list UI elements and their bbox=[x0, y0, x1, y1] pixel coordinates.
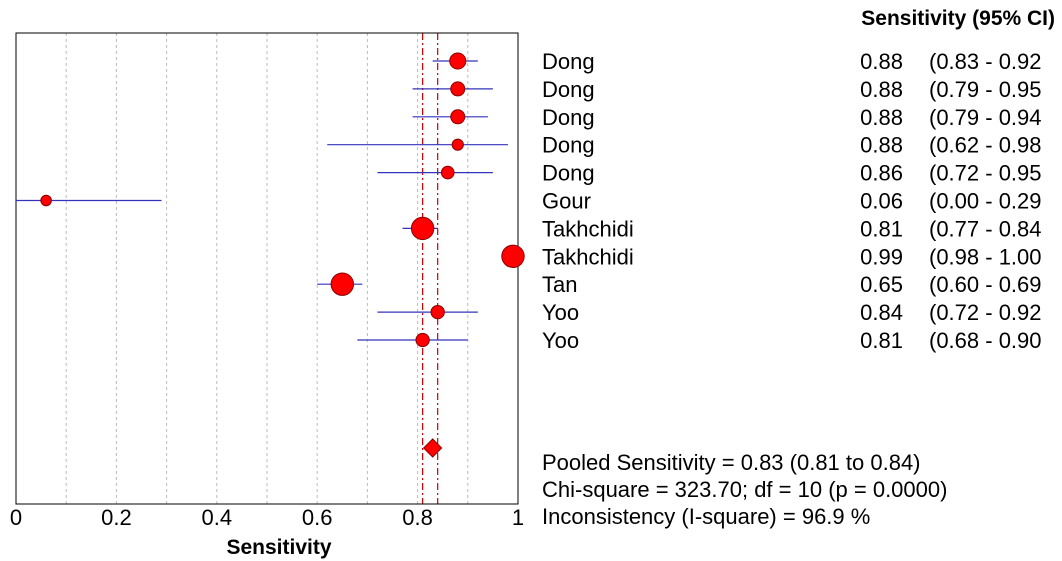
study-marks bbox=[16, 52, 525, 458]
stat-line: Inconsistency (I-square) = 96.9 % bbox=[542, 504, 870, 529]
study-name: Dong bbox=[542, 133, 595, 158]
point-estimate bbox=[440, 165, 455, 180]
study-ci: (0.60 - 0.69 bbox=[929, 272, 1042, 297]
study-estimate: 0.88 bbox=[860, 77, 903, 102]
study-estimate: 0.99 bbox=[860, 244, 903, 269]
study-ci: (0.72 - 0.92 bbox=[929, 300, 1042, 325]
study-estimate: 0.86 bbox=[860, 161, 903, 186]
summary-stats: Pooled Sensitivity = 0.83 (0.81 to 0.84)… bbox=[542, 450, 947, 529]
point-estimate bbox=[410, 216, 435, 241]
study-estimate: 0.88 bbox=[860, 49, 903, 74]
x-tick-label: 0.6 bbox=[302, 505, 333, 530]
study-estimate: 0.81 bbox=[860, 328, 903, 353]
point-estimate bbox=[330, 272, 354, 296]
study-ci: (0.68 - 0.90 bbox=[929, 328, 1042, 353]
point-estimate bbox=[501, 244, 525, 268]
x-axis-label: Sensitivity bbox=[226, 536, 331, 559]
stat-line: Chi-square = 323.70; df = 10 (p = 0.0000… bbox=[542, 477, 947, 502]
point-estimate bbox=[430, 304, 445, 320]
point-estimate bbox=[450, 109, 466, 125]
study-name: Yoo bbox=[542, 328, 579, 353]
x-axis-ticks: 0 0.2 0.4 0.6 0.8 1 bbox=[10, 505, 524, 530]
study-name: Yoo bbox=[542, 300, 579, 325]
study-ci: (0.00 - 0.29 bbox=[929, 189, 1042, 214]
study-estimate: 0.84 bbox=[860, 300, 903, 325]
study-ci: (0.79 - 0.95 bbox=[929, 77, 1042, 102]
study-ci: (0.77 - 0.84 bbox=[929, 216, 1042, 241]
x-tick-label: 0.2 bbox=[101, 505, 132, 530]
study-name: Takhchidi bbox=[542, 244, 634, 269]
study-name: Takhchidi bbox=[542, 216, 634, 241]
estimate-column-header: Sensitivity (95% CI) bbox=[861, 7, 1055, 30]
study-ci: (0.72 - 0.95 bbox=[929, 161, 1042, 186]
study-ci: (0.79 - 0.94 bbox=[929, 105, 1042, 130]
point-estimate bbox=[450, 81, 466, 97]
study-name: Dong bbox=[542, 49, 595, 74]
x-tick-label: 0 bbox=[10, 505, 22, 530]
x-tick-label: 0.8 bbox=[402, 505, 433, 530]
x-tick-label: 0.4 bbox=[202, 505, 233, 530]
study-estimate: 0.88 bbox=[860, 105, 903, 130]
study-labels: Dong 0.88 (0.83 - 0.92 Dong 0.88 (0.79 - 0.95… bbox=[542, 49, 1042, 353]
gridlines bbox=[65, 33, 469, 504]
study-ci: (0.62 - 0.98 bbox=[929, 133, 1042, 158]
study-estimate: 0.65 bbox=[860, 272, 903, 297]
pooled-lines bbox=[422, 33, 439, 504]
x-tick-label: 1 bbox=[512, 505, 524, 530]
study-name: Dong bbox=[542, 77, 595, 102]
point-estimate bbox=[451, 138, 464, 151]
point-estimate bbox=[449, 52, 467, 70]
study-estimate: 0.06 bbox=[860, 189, 903, 214]
study-ci: (0.83 - 0.92 bbox=[929, 49, 1042, 74]
pooled-diamond bbox=[422, 438, 443, 458]
point-estimate bbox=[415, 332, 430, 348]
study-name: Gour bbox=[542, 189, 591, 214]
study-name: Tan bbox=[542, 272, 577, 297]
plot-frame bbox=[15, 32, 519, 505]
stat-line: Pooled Sensitivity = 0.83 (0.81 to 0.84) bbox=[542, 450, 921, 475]
study-estimate: 0.81 bbox=[860, 216, 903, 241]
study-estimate: 0.88 bbox=[860, 133, 903, 158]
study-name: Dong bbox=[542, 161, 595, 186]
study-name: Dong bbox=[542, 105, 595, 130]
study-ci: (0.98 - 1.00 bbox=[929, 244, 1042, 269]
point-estimate bbox=[40, 194, 52, 207]
